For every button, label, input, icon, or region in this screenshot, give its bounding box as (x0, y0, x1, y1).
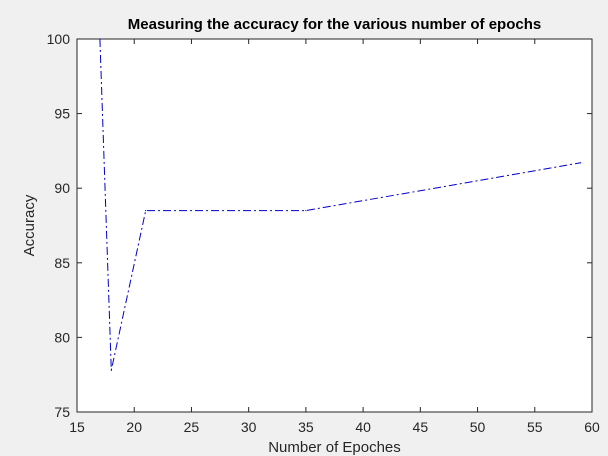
x-axis-ticks: 15 20 25 30 35 40 45 50 55 60 (69, 39, 600, 435)
data-point (579, 162, 582, 164)
x-tick-label: 20 (126, 419, 142, 435)
y-axis-ticks: 75 80 85 90 95 100 (47, 31, 592, 420)
x-tick-label: 55 (527, 419, 543, 435)
data-point (99, 38, 101, 40)
x-axis-label: Number of Epoches (268, 439, 401, 456)
y-tick-label: 85 (54, 255, 70, 271)
data-point (145, 209, 147, 212)
x-tick-label: 15 (69, 419, 85, 435)
x-tick-label: 25 (184, 419, 200, 435)
series-line (99, 38, 581, 371)
plot-area (76, 38, 593, 413)
x-tick-label: 45 (413, 419, 429, 435)
chart-title: Measuring the accuracy for the various n… (128, 16, 541, 33)
y-tick-label: 75 (54, 404, 70, 420)
series-layer (99, 38, 582, 371)
y-tick-label: 80 (54, 329, 70, 345)
y-tick-label: 100 (47, 31, 71, 47)
x-tick-label: 50 (470, 419, 486, 435)
x-tick-label: 35 (298, 419, 314, 435)
x-tick-label: 60 (584, 419, 600, 435)
y-tick-label: 95 (54, 106, 70, 122)
x-tick-label: 40 (355, 419, 371, 435)
y-tick-label: 90 (54, 180, 70, 196)
x-tick-label: 30 (241, 419, 257, 435)
y-axis-label: Accuracy (21, 194, 38, 256)
data-point (305, 209, 307, 212)
data-point (110, 369, 112, 371)
